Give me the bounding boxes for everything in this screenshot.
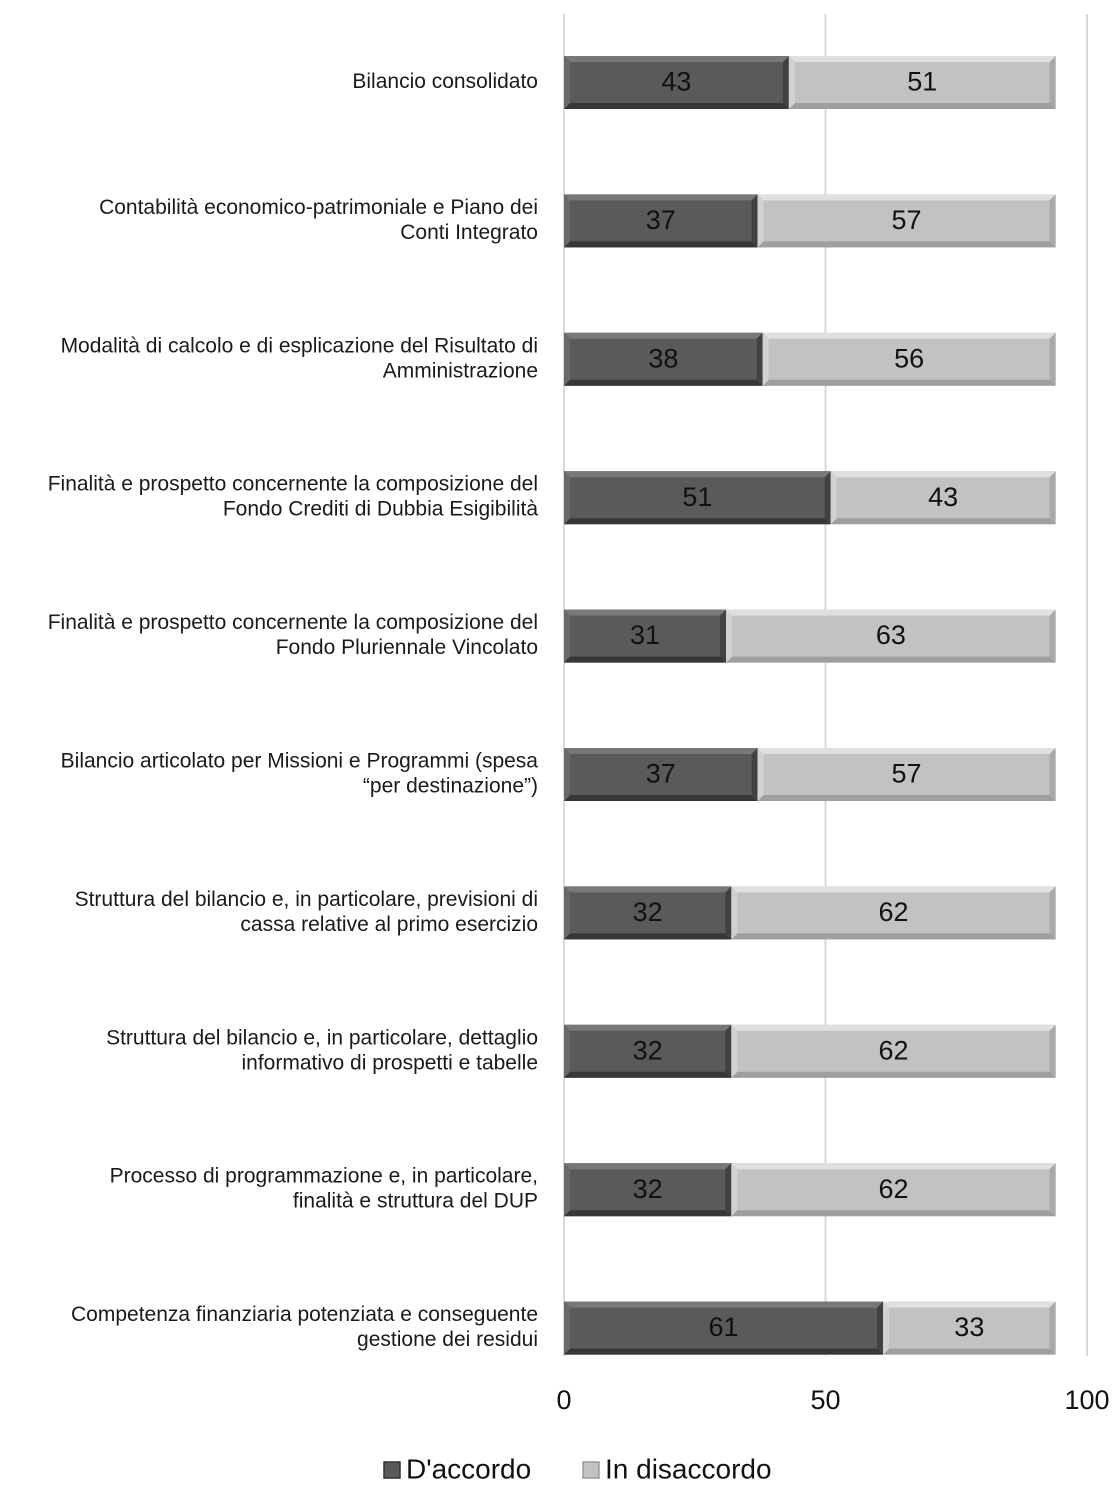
bar-segment-daccordo [564,332,763,386]
legend-label-in-disaccordo: In disaccordo [605,1453,772,1484]
bar-segment-in-disaccordo [762,332,1056,386]
bar-segment-in-disaccordo [731,886,1056,940]
data-label: 61 [708,1312,738,1342]
data-label: 37 [646,205,676,235]
category-label: Finalità e prospetto concernente la comp… [48,611,538,659]
legend-swatch-daccordo [383,1461,401,1479]
category-label: Competenza finanziaria potenziata e cons… [71,1303,538,1351]
category-label: Bilancio consolidato [352,70,538,93]
data-label: 32 [633,897,663,927]
legend-label-daccordo: D'accordo [406,1453,531,1484]
data-label: 51 [907,67,937,97]
bars [564,56,1056,1355]
bar-segment-in-disaccordo [731,1024,1056,1078]
category-label: Contabilità economico-patrimoniale e Pia… [99,196,538,244]
category-label: Processo di programmazione e, in partico… [110,1165,538,1213]
data-label: 38 [648,343,678,373]
category-labels: Bilancio consolidato Contabilità economic… [48,70,539,1351]
data-label: 63 [876,620,906,650]
category-label: Struttura del bilancio e, in particolare… [106,1026,538,1074]
bar-segment-daccordo [564,748,758,801]
bar-segment-in-disaccordo [757,748,1056,801]
data-label: 62 [878,1174,908,1204]
x-tick-label-50: 50 [810,1385,840,1415]
bar-segment-in-disaccordo [883,1301,1056,1355]
bar-segment-in-disaccordo [788,56,1056,109]
x-tick-label-100: 100 [1064,1385,1109,1415]
bar-segment-daccordo [564,886,732,940]
data-label: 57 [892,759,922,789]
category-label: Modalità di calcolo e di esplicazione de… [61,334,538,382]
data-label: 56 [894,343,924,373]
bar-segment-daccordo [564,1163,732,1217]
category-label: Struttura del bilancio e, in particolare… [75,888,538,936]
data-label: 33 [954,1312,984,1342]
bar-segment-in-disaccordo [830,471,1056,525]
bar-segment-daccordo [564,1301,884,1355]
x-tick-label-0: 0 [556,1385,571,1415]
legend: D'accordo In disaccordo [383,1453,772,1484]
data-label: 43 [661,67,691,97]
bar-segment-daccordo [564,471,831,525]
data-label: 57 [892,205,922,235]
category-label: Finalità e prospetto concernente la comp… [48,473,539,521]
legend-swatch-in-disaccordo [582,1461,600,1479]
bar-segment-daccordo [564,194,758,248]
bar-segment-in-disaccordo [731,1163,1056,1217]
bar-segment-daccordo [564,1024,732,1078]
data-label: 62 [878,1035,908,1065]
data-label: 43 [928,482,958,512]
x-axis-ticks: 0 50 100 [556,1385,1109,1415]
bar-segment-in-disaccordo [726,609,1056,663]
bar-segment-daccordo [564,56,789,109]
value-labels: 43 51 37 57 38 56 51 43 31 63 37 57 32 62 32 62 32 62 61 33 [630,67,984,1343]
bar-segment-daccordo [564,609,727,663]
bar-segment-in-disaccordo [757,194,1056,248]
data-label: 62 [878,897,908,927]
data-label: 32 [633,1174,663,1204]
category-label: Bilancio articolato per Missioni e Progr… [61,750,539,798]
data-label: 51 [682,482,712,512]
data-label: 31 [630,620,660,650]
data-label: 32 [633,1035,663,1065]
data-label: 37 [646,759,676,789]
